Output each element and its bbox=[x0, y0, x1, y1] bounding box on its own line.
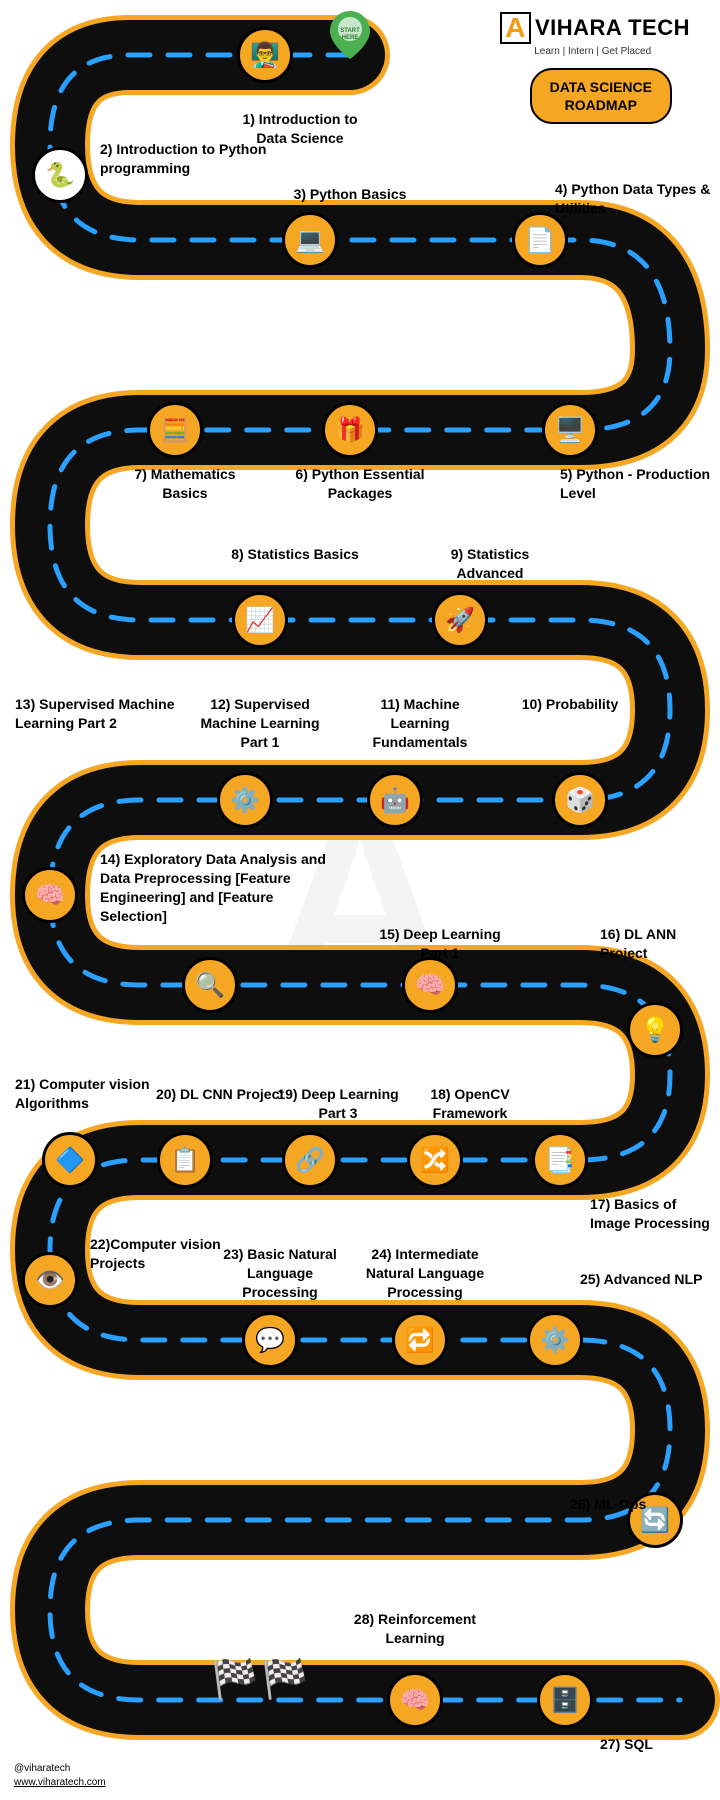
node-17-icon: 📑 bbox=[545, 1146, 575, 1175]
node-14-icon: 🧠 bbox=[35, 881, 65, 910]
roadmap-label-13: 13) Supervised Machine Learning Part 2 bbox=[15, 695, 185, 733]
roadmap-label-11: 11) Machine Learning Fundamentals bbox=[350, 695, 490, 752]
roadmap-label-21: 21) Computer vision Algorithms bbox=[15, 1075, 185, 1113]
node-24-icon: 🔁 bbox=[405, 1326, 435, 1355]
svg-text:START: START bbox=[340, 28, 360, 34]
node-3-icon: 💻 bbox=[295, 226, 325, 255]
roadmap-node-28: 🧠 bbox=[387, 1672, 443, 1728]
roadmap-node-27: 🗄️ bbox=[537, 1672, 593, 1728]
node-10-icon: 🎲 bbox=[565, 786, 595, 815]
start-pin-icon: START HERE bbox=[330, 11, 370, 59]
roadmap-label-5: 5) Python - Production Level bbox=[560, 465, 720, 503]
roadmap-label-6: 6) Python Essential Packages bbox=[290, 465, 430, 503]
node-28-icon: 🧠 bbox=[400, 1686, 430, 1715]
roadmap-node-24: 🔁 bbox=[392, 1312, 448, 1368]
roadmap-node-16: 💡 bbox=[627, 1002, 683, 1058]
node-16-icon: 💡 bbox=[640, 1016, 670, 1045]
roadmap-label-10: 10) Probability bbox=[500, 695, 640, 714]
svg-text:HERE: HERE bbox=[342, 35, 359, 41]
roadmap-label-26: 26) ML-Ops bbox=[570, 1495, 646, 1514]
node-6-icon: 🎁 bbox=[335, 416, 365, 445]
roadmap-node-5: 🖥️ bbox=[542, 402, 598, 458]
finish-flag-icon: 🏁 bbox=[211, 1658, 258, 1702]
roadmap-label-27: 27) SQL bbox=[600, 1735, 653, 1754]
roadmap-label-8: 8) Statistics Basics bbox=[225, 545, 365, 564]
roadmap-label-28: 28) Reinforcement Learning bbox=[345, 1610, 485, 1648]
node-9-icon: 🚀 bbox=[445, 606, 475, 635]
roadmap-node-17: 📑 bbox=[532, 1132, 588, 1188]
roadmap-node-12: ⚙️ bbox=[217, 772, 273, 828]
roadmap-node-20: 📋 bbox=[157, 1132, 213, 1188]
roadmap-label-14: 14) Exploratory Data Analysis and Data P… bbox=[100, 850, 330, 926]
footer-url: www.viharatech.com bbox=[14, 1776, 106, 1790]
roadmap-node-22: 👁️ bbox=[22, 1252, 78, 1308]
roadmap-label-15: 15) Deep Learning Part 1 bbox=[370, 925, 510, 963]
node-2-icon: 🐍 bbox=[45, 161, 75, 190]
roadmap-node-10: 🎲 bbox=[552, 772, 608, 828]
roadmap-node-7: 🧮 bbox=[147, 402, 203, 458]
roadmap-label-24: 24) Intermediate Natural Language Proces… bbox=[355, 1245, 495, 1302]
roadmap-node-18: 🔀 bbox=[407, 1132, 463, 1188]
roadmap-node-15: 🧠 bbox=[402, 957, 458, 1013]
roadmap-node-9: 🚀 bbox=[432, 592, 488, 648]
roadmap-label-2: 2) Introduction to Python programming bbox=[100, 140, 270, 178]
node-18-icon: 🔀 bbox=[420, 1146, 450, 1175]
roadmap-node-21: 🔷 bbox=[42, 1132, 98, 1188]
finish-flag-icon: 🏁 bbox=[261, 1658, 308, 1702]
node-1-icon: 👨‍🏫 bbox=[250, 41, 280, 70]
roadmap-label-17: 17) Basics of Image Processing bbox=[590, 1195, 720, 1233]
roadmap-node-14: 🧠 bbox=[22, 867, 78, 923]
node-15.5-icon: 🔍 bbox=[195, 971, 225, 1000]
node-20-icon: 📋 bbox=[170, 1146, 200, 1175]
roadmap-label-7: 7) Mathematics Basics bbox=[115, 465, 255, 503]
roadmap-label-25: 25) Advanced NLP bbox=[580, 1270, 702, 1289]
roadmap-node-11: 🤖 bbox=[367, 772, 423, 828]
roadmap-label-3: 3) Python Basics bbox=[280, 185, 420, 204]
roadmap-node-2: 🐍 bbox=[32, 147, 88, 203]
node-7-icon: 🧮 bbox=[160, 416, 190, 445]
roadmap-label-23: 23) Basic Natural Language Processing bbox=[210, 1245, 350, 1302]
node-5-icon: 🖥️ bbox=[555, 416, 585, 445]
node-25-icon: ⚙️ bbox=[540, 1326, 570, 1355]
roadmap-label-4: 4) Python Data Types & Utilities bbox=[555, 180, 720, 218]
roadmap-label-9: 9) Statistics Advanced bbox=[420, 545, 560, 583]
node-4-icon: 📄 bbox=[525, 226, 555, 255]
node-8-icon: 📈 bbox=[245, 606, 275, 635]
node-15-icon: 🧠 bbox=[415, 971, 445, 1000]
roadmap-node-25: ⚙️ bbox=[527, 1312, 583, 1368]
roadmap-node-3: 💻 bbox=[282, 212, 338, 268]
footer-handle: @viharatech bbox=[14, 1762, 106, 1776]
node-11-icon: 🤖 bbox=[380, 786, 410, 815]
roadmap-node-15.5: 🔍 bbox=[182, 957, 238, 1013]
roadmap-node-1: 👨‍🏫 bbox=[237, 27, 293, 83]
node-21-icon: 🔷 bbox=[55, 1146, 85, 1175]
node-22-icon: 👁️ bbox=[35, 1266, 65, 1295]
footer: @viharatech www.viharatech.com bbox=[14, 1762, 106, 1790]
roadmap-node-8: 📈 bbox=[232, 592, 288, 648]
node-12-icon: ⚙️ bbox=[230, 786, 260, 815]
roadmap-node-4: 📄 bbox=[512, 212, 568, 268]
roadmap-node-19: 🔗 bbox=[282, 1132, 338, 1188]
node-27-icon: 🗄️ bbox=[550, 1686, 580, 1715]
roadmap-label-16: 16) DL ANN Project bbox=[600, 925, 720, 963]
roadmap-label-12: 12) Supervised Machine Learning Part 1 bbox=[190, 695, 330, 752]
node-23-icon: 💬 bbox=[255, 1326, 285, 1355]
roadmap-node-23: 💬 bbox=[242, 1312, 298, 1368]
roadmap-label-18: 18) OpenCV Framework bbox=[400, 1085, 540, 1123]
node-19-icon: 🔗 bbox=[295, 1146, 325, 1175]
roadmap-node-6: 🎁 bbox=[322, 402, 378, 458]
